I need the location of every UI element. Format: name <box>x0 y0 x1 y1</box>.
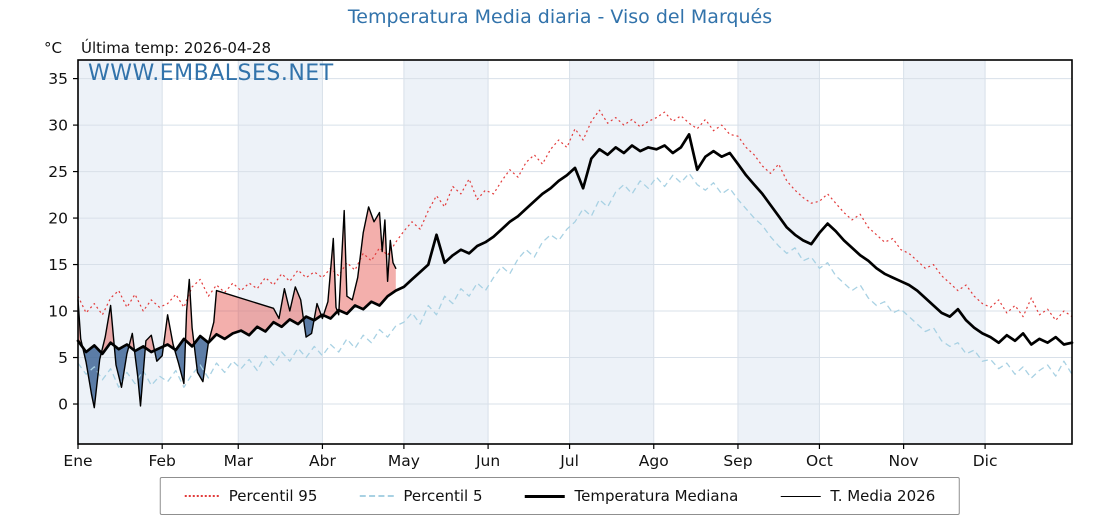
x-tick-label: May <box>388 452 420 470</box>
percentil95-line-swatch <box>184 495 219 497</box>
month-band <box>569 60 654 444</box>
y-tick-label: 10 <box>48 303 68 321</box>
series-line-t-media-2026 <box>77 206 397 409</box>
fill-below-median <box>82 345 102 408</box>
x-tick-label: Jul <box>559 452 579 470</box>
page-title: Temperatura Media diaria - Viso del Marq… <box>347 6 773 28</box>
legend-item-temperatura-mediana: Temperatura Mediana <box>524 487 738 505</box>
last-temp-label: Última temp: 2026-04-28 <box>81 39 272 57</box>
x-tick-label: Oct <box>806 452 833 470</box>
x-tick-label: Ene <box>63 452 92 470</box>
x-tick-label: Dic <box>973 452 998 470</box>
x-tick-label: Mar <box>224 452 254 470</box>
x-tick-label: Ago <box>639 452 669 470</box>
legend: Percentil 95 Percentil 5 Temperatura Med… <box>159 477 961 515</box>
legend-item-percentil-5: Percentil 5 <box>359 487 482 505</box>
y-axis-units-label: °C <box>44 39 62 57</box>
series-line-temperatura-mediana <box>76 133 1074 356</box>
fill-above-median <box>323 238 338 319</box>
y-tick-label: 15 <box>48 256 68 274</box>
x-tick-label: Abr <box>309 452 336 470</box>
fill-below-median <box>175 329 186 384</box>
fill-below-median <box>114 344 129 388</box>
legend-label: T. Media 2026 <box>830 487 936 505</box>
y-tick-label: 20 <box>48 210 68 228</box>
legend-item-percentil-95: Percentil 95 <box>184 487 318 505</box>
legend-label: Percentil 5 <box>403 487 483 505</box>
fill-above-median <box>78 299 83 348</box>
y-tick-label: 5 <box>58 349 68 367</box>
watermark: WWW.EMBALSES.NET <box>88 61 334 86</box>
fill-above-median <box>339 206 396 314</box>
month-band <box>903 60 986 444</box>
percentil5-line-swatch <box>359 495 394 497</box>
legend-label: Temperatura Mediana <box>574 487 739 505</box>
month-band <box>403 60 489 444</box>
mediana-line-swatch <box>524 494 565 498</box>
month-band <box>737 60 820 444</box>
x-tick-label: Nov <box>888 452 918 470</box>
fill-below-median <box>154 345 164 362</box>
fill-below-median <box>135 340 146 406</box>
y-tick-label: 25 <box>48 163 68 181</box>
temperature-chart-canvas: 0 5 10 15 20 25 30 35 Ene Feb Mar Abr May Jun Jul Ago Se… <box>48 59 1074 470</box>
fill-above-median <box>209 286 305 342</box>
legend-item-t-media-2026: T. Media 2026 <box>780 487 935 505</box>
y-tick-label: 35 <box>48 70 68 88</box>
y-tick-label: 30 <box>48 117 68 135</box>
month-band <box>238 60 323 444</box>
x-tick-label: Feb <box>148 452 175 470</box>
series-line-percentil-95 <box>77 109 1073 321</box>
plot-border <box>77 59 1073 445</box>
series-line-percentil-5 <box>77 172 1073 388</box>
y-tick-label: 0 <box>58 396 68 414</box>
x-tick-label: Jun <box>475 452 500 470</box>
t-media-2026-line-swatch <box>780 495 821 497</box>
legend-label: Percentil 95 <box>228 487 318 505</box>
x-tick-label: Sep <box>723 452 752 470</box>
